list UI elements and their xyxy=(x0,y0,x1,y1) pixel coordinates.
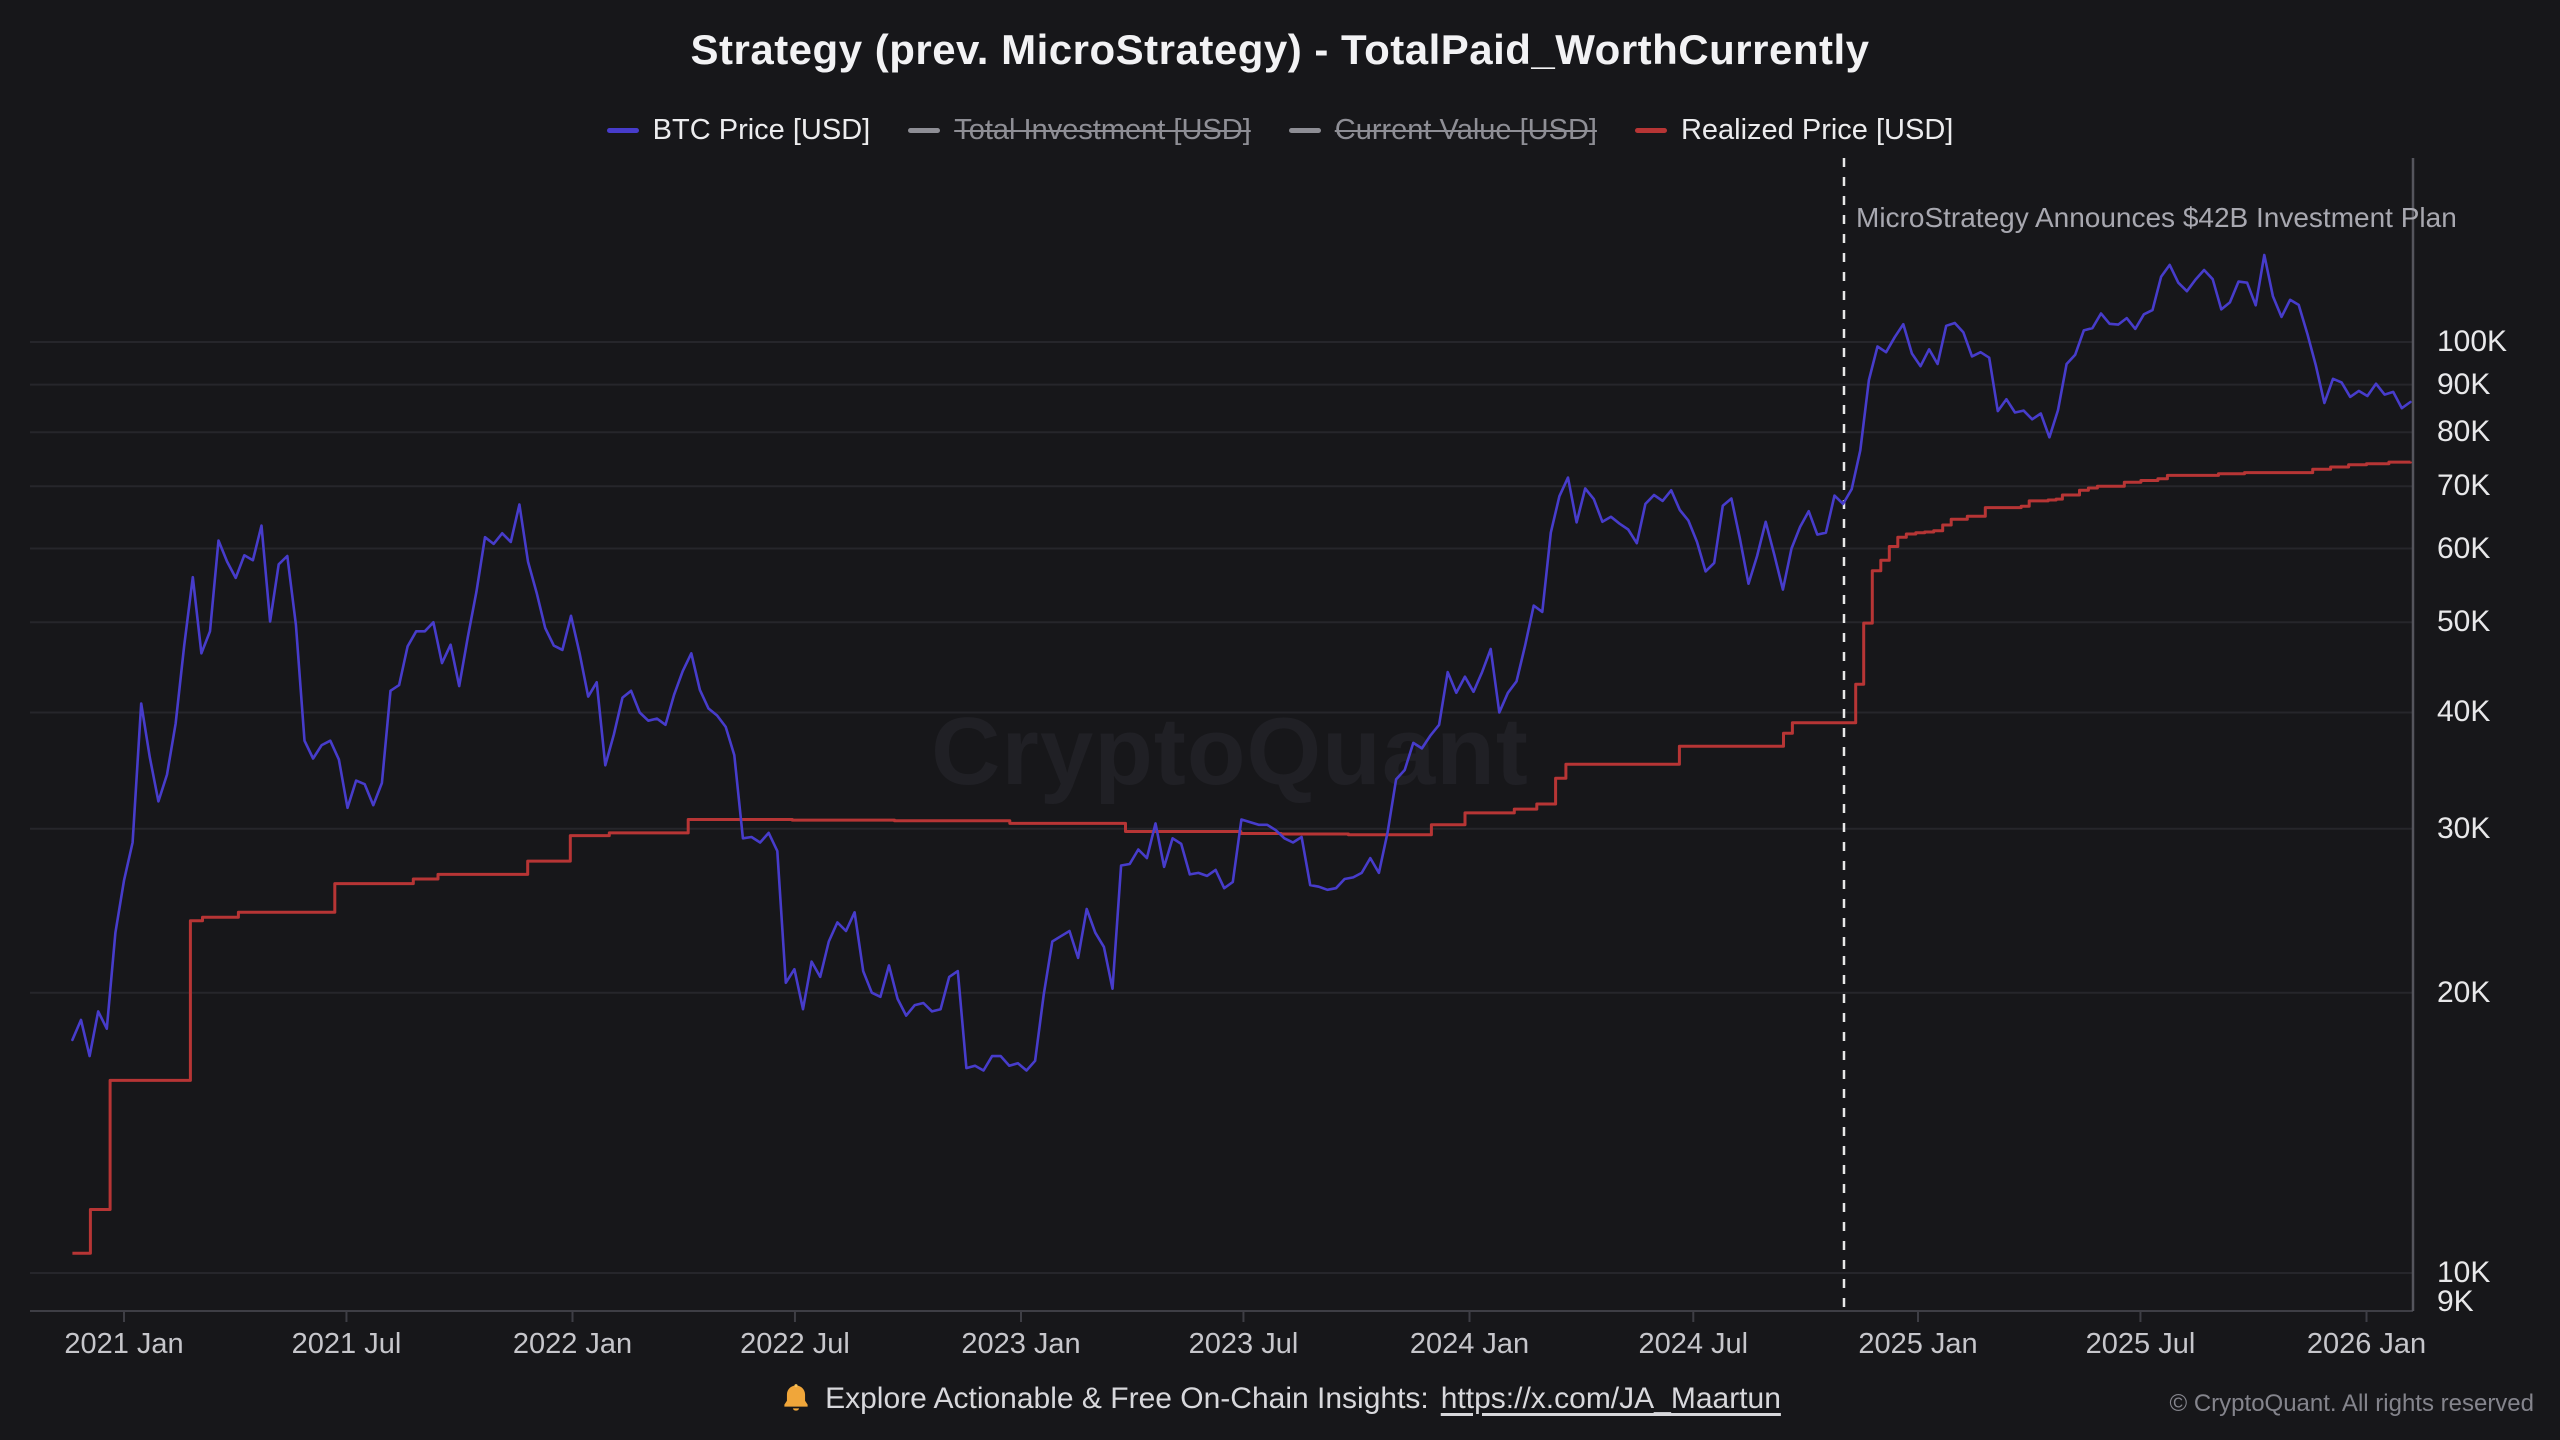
y-tick-label: 70K xyxy=(2437,469,2491,503)
y-tick-label: 10K xyxy=(2437,1256,2491,1289)
announcement-annotation-label: MicroStrategy Announces $42B Investment … xyxy=(1856,202,2457,233)
legend-label: Total Investment [USD] xyxy=(954,114,1251,146)
x-tick-label: 2023 Jul xyxy=(1188,1328,1299,1360)
y-tick-label: 60K xyxy=(2437,531,2491,565)
x-tick-label: 2026 Jan xyxy=(2306,1328,2427,1360)
y-tick-label: 100K xyxy=(2437,325,2508,358)
x-tick-label: 2024 Jan xyxy=(1409,1328,1530,1360)
legend-item-total-investment[interactable]: Total Investment [USD] xyxy=(908,114,1251,147)
x-tick-label: 2021 Jul xyxy=(291,1328,402,1360)
x-tick-label: 2021 Jan xyxy=(64,1328,184,1360)
legend-label: Realized Price [USD] xyxy=(1680,114,1954,146)
legend-item-btc-price[interactable]: BTC Price [USD] xyxy=(606,114,871,147)
legend-label: BTC Price [USD] xyxy=(652,114,871,146)
x-tick-label: 2022 Jan xyxy=(512,1328,633,1360)
y-tick-label: 50K xyxy=(2437,605,2491,639)
y-tick-label: 20K xyxy=(2437,975,2491,1009)
y-tick-label: 30K xyxy=(2437,811,2491,845)
btc-price-line-marker-icon xyxy=(606,128,639,133)
total-investment-line-marker-icon xyxy=(908,128,941,133)
realized-price-line xyxy=(72,460,2412,1255)
footer-promo: Explore Actionable & Free On-Chain Insig… xyxy=(0,1382,2560,1416)
btc-price-line xyxy=(71,253,2412,1072)
x-tick-label: 2022 Jul xyxy=(740,1328,850,1360)
page-title: Strategy (prev. MicroStrategy) - TotalPa… xyxy=(690,26,1870,73)
y-tick-label: 90K xyxy=(2437,367,2491,401)
copyright-notice: © CryptoQuant. All rights reserved xyxy=(2169,1390,2535,1417)
x-tick-label: 2024 Jul xyxy=(1638,1328,1749,1360)
realized-price-line-marker-icon xyxy=(1634,128,1667,133)
legend-item-current-value[interactable]: Current Value [USD] xyxy=(1288,114,1597,147)
y-tick-label: 9K xyxy=(2437,1285,2474,1318)
bell-icon xyxy=(784,1384,808,1411)
current-value-line-marker-icon xyxy=(1288,128,1321,133)
x-tick-label: 2025 Jan xyxy=(1858,1328,1978,1360)
y-tick-label: 40K xyxy=(2437,695,2491,729)
promo-link[interactable]: https://x.com/JA_Maartun xyxy=(1440,1382,1781,1415)
legend-item-realized-price[interactable]: Realized Price [USD] xyxy=(1634,114,1954,147)
x-tick-label: 2023 Jan xyxy=(961,1328,1081,1360)
x-tick-label: 2025 Jul xyxy=(2085,1328,2196,1360)
chart-legend: BTC Price [USD] Total Investment [USD] C… xyxy=(0,114,2560,147)
legend-label: Current Value [USD] xyxy=(1334,114,1597,146)
promo-text: Explore Actionable & Free On-Chain Insig… xyxy=(825,1382,1429,1415)
cryptoquant-watermark: CryptoQuant xyxy=(931,698,1529,805)
y-tick-label: 80K xyxy=(2437,415,2491,449)
